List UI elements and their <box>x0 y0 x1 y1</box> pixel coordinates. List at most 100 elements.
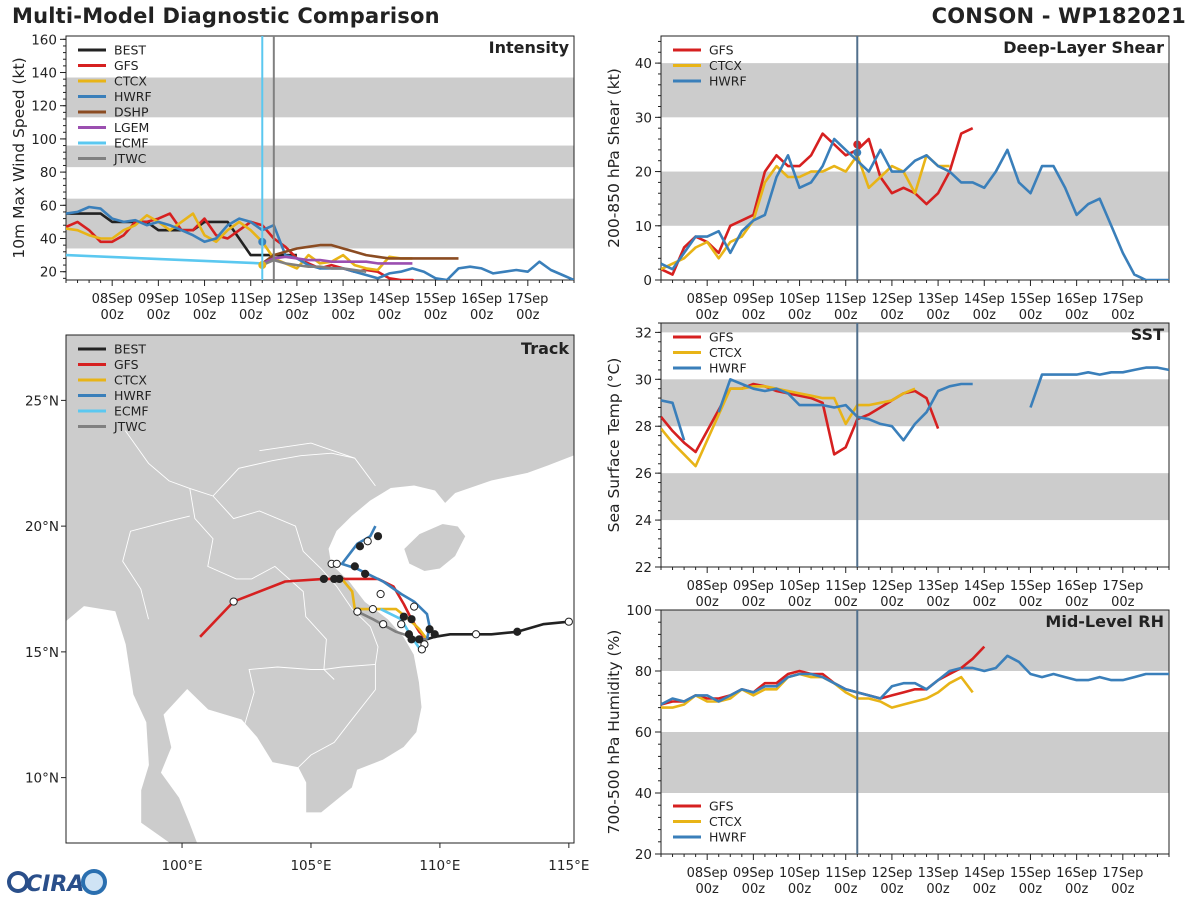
sst-panel-title: SST <box>1131 325 1164 344</box>
shear-legend-label-ctcx: CTCX <box>709 58 742 73</box>
logo-globe-inner-icon <box>11 875 25 889</box>
map-lat-label: 15°N <box>25 645 59 661</box>
intensity-y-tick-label: 140 <box>31 66 57 82</box>
shear-shade-band-1 <box>661 63 1169 118</box>
sst-x-tick-day: 11Sep <box>825 579 866 594</box>
track-position-marker <box>353 607 362 616</box>
track-position-marker <box>350 562 359 571</box>
intensity-series-line-ctcx <box>66 212 413 272</box>
track-position-marker <box>407 615 416 624</box>
map-lon-label: 100°E <box>162 858 203 874</box>
track-position-marker <box>330 574 339 584</box>
rh-shade-band-1 <box>661 610 1169 671</box>
intensity-x-tick-hour: 00z <box>470 308 494 323</box>
sst-x-tick-hour: 00z <box>1111 595 1135 610</box>
rh-y-axis-label: 700-500 hPa Humidity (%) <box>605 630 623 835</box>
rh-y-tick-label: 80 <box>635 664 652 680</box>
shear-x-tick-day: 13Sep <box>918 292 959 307</box>
intensity-legend-label-jtwc: JTWC <box>113 151 147 166</box>
rh-x-tick-day: 08Sep <box>687 866 728 881</box>
track-legend-label-hwrf: HWRF <box>114 388 152 403</box>
intensity-x-tick-hour: 00z <box>100 308 124 323</box>
intensity-legend-label-ctcx: CTCX <box>114 74 147 89</box>
country-border-3 <box>189 488 335 680</box>
shear-y-tick-label: 0 <box>643 273 652 289</box>
sst-y-tick-label: 32 <box>635 325 652 341</box>
shear-x-tick-hour: 00z <box>834 308 858 323</box>
sst-series-line-hwrf <box>1029 366 1169 408</box>
intensity-legend-label-hwrf: HWRF <box>114 89 152 104</box>
track-position-marker <box>399 612 408 621</box>
rh-x-tick-day: 13Sep <box>918 866 959 881</box>
intensity-x-tick-hour: 00z <box>193 308 217 323</box>
intensity-x-tick-hour: 00z <box>147 308 171 323</box>
sst-x-tick-day: 09Sep <box>733 579 774 594</box>
shear-x-tick-hour: 00z <box>926 308 950 323</box>
shear-y-tick-label: 40 <box>635 56 652 72</box>
country-border-4 <box>243 663 376 728</box>
shear-x-tick-day: 10Sep <box>779 292 820 307</box>
rh-x-tick-hour: 00z <box>1111 882 1135 897</box>
track-position-marker <box>404 630 414 639</box>
intensity-legend-label-dshp: DSHP <box>114 105 149 120</box>
intensity-series-line-ecmf <box>66 253 263 265</box>
intensity-y-axis-label: 10m Max Wind Speed (kt) <box>10 57 28 258</box>
track-legend-label-jtwc: JTWC <box>113 419 147 434</box>
cira-logo: CIRA <box>7 869 107 897</box>
sst-x-tick-day: 14Sep <box>964 579 1005 594</box>
shear-y-axis-label: 200-850 hPa Shear (kt) <box>605 68 623 248</box>
country-border-2 <box>124 430 214 497</box>
intensity-x-tick-day: 12Sep <box>276 292 317 307</box>
logo-text: CIRA <box>26 872 84 897</box>
intensity-legend-label-lgem: LGEM <box>114 120 149 135</box>
intensity-x-tick-day: 16Sep <box>461 292 502 307</box>
shear-shade-band-0 <box>661 171 1169 226</box>
map-lat-label: 25°N <box>25 393 59 409</box>
intensity-x-tick-hour: 00z <box>331 308 355 323</box>
intensity-y-tick-label: 60 <box>40 198 57 214</box>
track-legend-label-gfs: GFS <box>114 357 139 372</box>
intensity-shade-band-1 <box>66 145 574 168</box>
intensity-x-tick-day: 17Sep <box>507 292 548 307</box>
rh-y-tick-label: 40 <box>635 786 652 802</box>
country-border-5 <box>122 515 190 620</box>
sst-x-tick-day: 15Sep <box>1010 579 1051 594</box>
track-position-marker <box>373 532 383 541</box>
sst-shade-band-1 <box>661 379 1169 427</box>
shear-x-tick-hour: 00z <box>1019 308 1043 323</box>
track-legend-label-ctcx: CTCX <box>114 373 147 388</box>
sst-x-tick-hour: 00z <box>1019 595 1043 610</box>
shear-x-tick-day: 09Sep <box>733 292 774 307</box>
map-lon-label: 105°E <box>290 858 331 874</box>
shear-series-line-hwrf <box>661 137 1169 280</box>
sst-shade-band-0 <box>661 473 1169 521</box>
sst-x-tick-hour: 00z <box>973 595 997 610</box>
intensity-y-tick-label: 120 <box>31 99 57 115</box>
shear-x-tick-day: 11Sep <box>825 292 866 307</box>
sst-x-tick-hour: 00z <box>788 595 812 610</box>
shear-y-tick-label: 20 <box>635 165 652 181</box>
track-position-marker <box>355 542 365 551</box>
shear-legend-label-hwrf: HWRF <box>709 74 747 89</box>
rh-y-tick-label: 100 <box>626 603 652 619</box>
track-position-marker <box>376 589 385 599</box>
shear-x-tick-day: 14Sep <box>964 292 1005 307</box>
intensity-x-tick-day: 14Sep <box>369 292 410 307</box>
intensity-panel-title: Intensity <box>489 38 570 57</box>
intensity-x-tick-hour: 00z <box>239 308 263 323</box>
rh-series-line-gfs-tail <box>960 645 986 670</box>
intensity-series-line-jtwc <box>261 258 367 273</box>
track-position-marker <box>430 630 439 639</box>
rh-x-tick-hour: 00z <box>742 882 766 897</box>
rh-series-line-ctcx <box>661 672 974 709</box>
intensity-series-line-hwrf <box>66 205 574 280</box>
rh-x-tick-hour: 00z <box>788 882 812 897</box>
track-panel-title: Track <box>521 339 569 358</box>
shear-series-group <box>661 127 1169 280</box>
sst-legend-label-ctcx: CTCX <box>709 345 742 360</box>
track-position-marker <box>397 620 406 629</box>
rh-x-tick-hour: 00z <box>973 882 997 897</box>
sst-y-tick-label: 26 <box>635 466 652 482</box>
sst-x-tick-hour: 00z <box>695 595 719 610</box>
sst-y-tick-label: 28 <box>635 419 652 435</box>
